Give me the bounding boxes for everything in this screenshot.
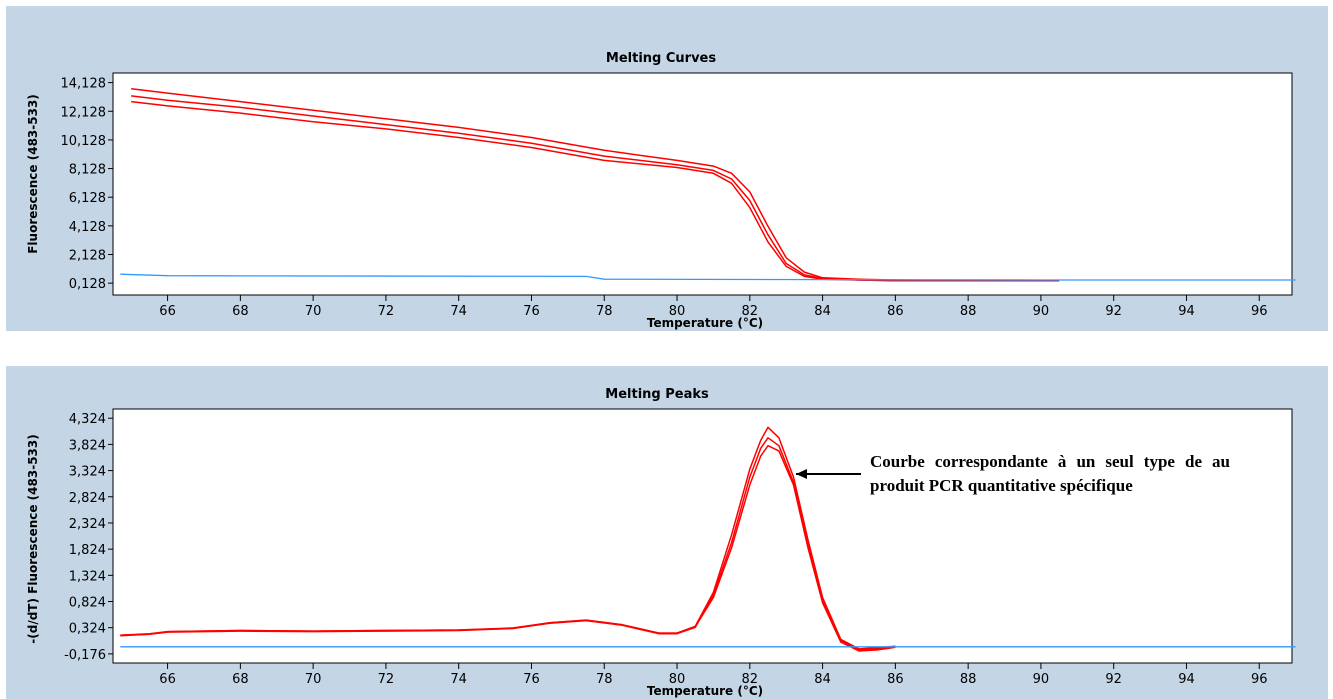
x-tick-label: 80 bbox=[669, 304, 686, 319]
y-axis-label: Fluorescence (483-533) bbox=[26, 94, 40, 254]
x-tick-label: 84 bbox=[814, 304, 831, 319]
x-tick-label: 66 bbox=[159, 304, 176, 319]
x-tick-label: 96 bbox=[1251, 672, 1268, 687]
y-tick-label: 4,128 bbox=[69, 220, 106, 235]
y-axis-label: -(d/dT) Fluorescence (483-533) bbox=[26, 434, 40, 643]
x-tick-label: 92 bbox=[1105, 304, 1122, 319]
melting-peaks-chart: Melting Peaks Temperature (°C) -(d/dT) F… bbox=[26, 387, 1296, 698]
x-tick-label: 84 bbox=[814, 672, 831, 687]
y-tick-label: 10,128 bbox=[61, 134, 107, 149]
x-tick-label: 90 bbox=[1033, 304, 1050, 319]
y-tick-label: 14,128 bbox=[61, 77, 107, 92]
x-tick-label: 86 bbox=[887, 672, 904, 687]
x-tick-label: 74 bbox=[450, 672, 467, 687]
y-tick-label: 6,128 bbox=[69, 191, 106, 206]
plot-area bbox=[112, 72, 1293, 296]
x-tick-label: 66 bbox=[159, 672, 176, 687]
x-tick-label: 72 bbox=[378, 672, 395, 687]
x-tick-label: 70 bbox=[305, 672, 322, 687]
sample-series-line bbox=[131, 88, 1060, 282]
x-tick-label: 76 bbox=[523, 672, 540, 687]
x-tick-label: 76 bbox=[523, 304, 540, 319]
x-tick-label: 72 bbox=[378, 304, 395, 319]
x-tick-label: 94 bbox=[1178, 672, 1195, 687]
melting-peaks-panel: Melting Peaks Temperature (°C) -(d/dT) F… bbox=[6, 366, 1328, 699]
melting-curves-chart: Melting Curves Temperature (°C) Fluoresc… bbox=[26, 51, 1296, 330]
y-tick-label: 0,128 bbox=[69, 277, 106, 292]
x-tick-label: 70 bbox=[305, 304, 322, 319]
x-tick-label: 82 bbox=[742, 672, 759, 687]
y-tick-label: 0,324 bbox=[69, 622, 106, 637]
y-tick-label: 1,324 bbox=[69, 569, 106, 584]
peak-annotation-text: Courbe correspondante à un seul type de … bbox=[870, 452, 1230, 495]
x-tick-label: 88 bbox=[960, 304, 977, 319]
x-tick-label: 96 bbox=[1251, 304, 1268, 319]
y-tick-label: 0,824 bbox=[69, 596, 106, 611]
plot-area bbox=[112, 408, 1293, 664]
x-axis-label: Temperature (°C) bbox=[647, 316, 763, 330]
x-tick-label: 78 bbox=[596, 672, 613, 687]
x-tick-label: 74 bbox=[450, 304, 467, 319]
x-tick-label: 82 bbox=[742, 304, 759, 319]
melting-curves-panel: Melting Curves Temperature (°C) Fluoresc… bbox=[6, 6, 1328, 331]
x-tick-label: 68 bbox=[232, 672, 249, 687]
baseline-series-line bbox=[120, 273, 1296, 281]
y-tick-label: 3,824 bbox=[69, 438, 106, 453]
x-tick-label: 94 bbox=[1178, 304, 1195, 319]
x-tick-label: 92 bbox=[1105, 672, 1122, 687]
y-tick-label: 12,128 bbox=[61, 105, 107, 120]
y-tick-label: 4,324 bbox=[69, 412, 106, 427]
x-tick-label: 86 bbox=[887, 304, 904, 319]
x-tick-label: 90 bbox=[1033, 672, 1050, 687]
y-tick-label: -0,176 bbox=[64, 648, 106, 663]
arrow-head-icon bbox=[796, 469, 807, 479]
y-tick-label: 3,324 bbox=[69, 465, 106, 480]
y-tick-label: 2,128 bbox=[69, 248, 106, 263]
y-tick-label: 8,128 bbox=[69, 163, 106, 178]
sample-series-line bbox=[120, 444, 896, 652]
y-tick-label: 2,824 bbox=[69, 491, 106, 506]
x-tick-label: 80 bbox=[669, 672, 686, 687]
y-tick-label: 1,824 bbox=[69, 543, 106, 558]
chart-title: Melting Curves bbox=[606, 51, 716, 66]
x-tick-label: 68 bbox=[232, 304, 249, 319]
y-tick-label: 2,324 bbox=[69, 517, 106, 532]
chart-title: Melting Peaks bbox=[605, 387, 709, 402]
x-axis-label: Temperature (°C) bbox=[647, 684, 763, 698]
x-tick-label: 78 bbox=[596, 304, 613, 319]
x-tick-label: 88 bbox=[960, 672, 977, 687]
